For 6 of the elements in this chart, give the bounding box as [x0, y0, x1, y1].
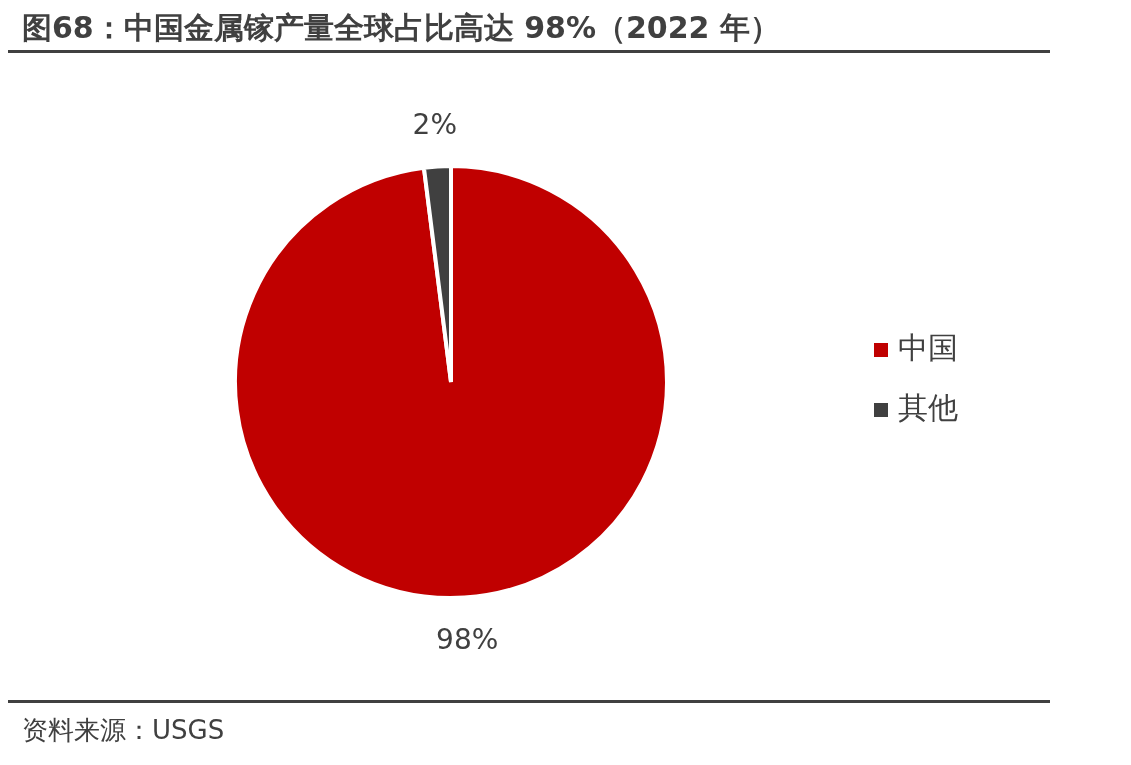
- chart-title: 图68：中国金属镓产量全球占比高达 98%（2022 年）: [22, 9, 780, 47]
- data-label: 98%: [436, 622, 499, 656]
- text: 资料来源：USGS: [22, 714, 225, 747]
- legend-label: 中国: [898, 330, 958, 365]
- data-label: 2%: [412, 108, 458, 142]
- legend-label: 其他: [898, 390, 958, 425]
